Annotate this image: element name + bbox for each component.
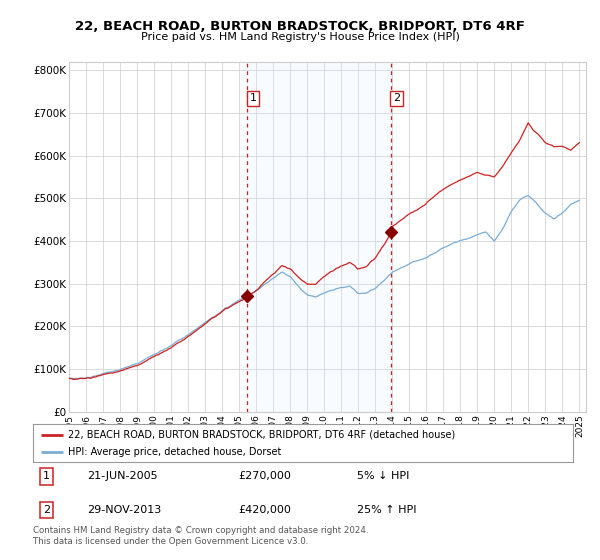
Text: 2: 2 bbox=[43, 505, 50, 515]
Text: HPI: Average price, detached house, Dorset: HPI: Average price, detached house, Dors… bbox=[68, 447, 281, 458]
Text: 5% ↓ HPI: 5% ↓ HPI bbox=[357, 472, 409, 482]
Text: 21-JUN-2005: 21-JUN-2005 bbox=[87, 472, 158, 482]
Text: £270,000: £270,000 bbox=[238, 472, 291, 482]
Text: £420,000: £420,000 bbox=[238, 505, 291, 515]
Text: 22, BEACH ROAD, BURTON BRADSTOCK, BRIDPORT, DT6 4RF: 22, BEACH ROAD, BURTON BRADSTOCK, BRIDPO… bbox=[75, 20, 525, 32]
Text: 29-NOV-2013: 29-NOV-2013 bbox=[87, 505, 161, 515]
Text: 1: 1 bbox=[43, 472, 50, 482]
Text: 2: 2 bbox=[393, 94, 400, 104]
Text: Price paid vs. HM Land Registry's House Price Index (HPI): Price paid vs. HM Land Registry's House … bbox=[140, 32, 460, 42]
Text: 22, BEACH ROAD, BURTON BRADSTOCK, BRIDPORT, DT6 4RF (detached house): 22, BEACH ROAD, BURTON BRADSTOCK, BRIDPO… bbox=[68, 430, 455, 440]
Bar bbox=[247, 62, 391, 412]
Text: Contains HM Land Registry data © Crown copyright and database right 2024.
This d: Contains HM Land Registry data © Crown c… bbox=[33, 526, 368, 546]
Text: 1: 1 bbox=[250, 94, 257, 104]
Text: 25% ↑ HPI: 25% ↑ HPI bbox=[357, 505, 416, 515]
